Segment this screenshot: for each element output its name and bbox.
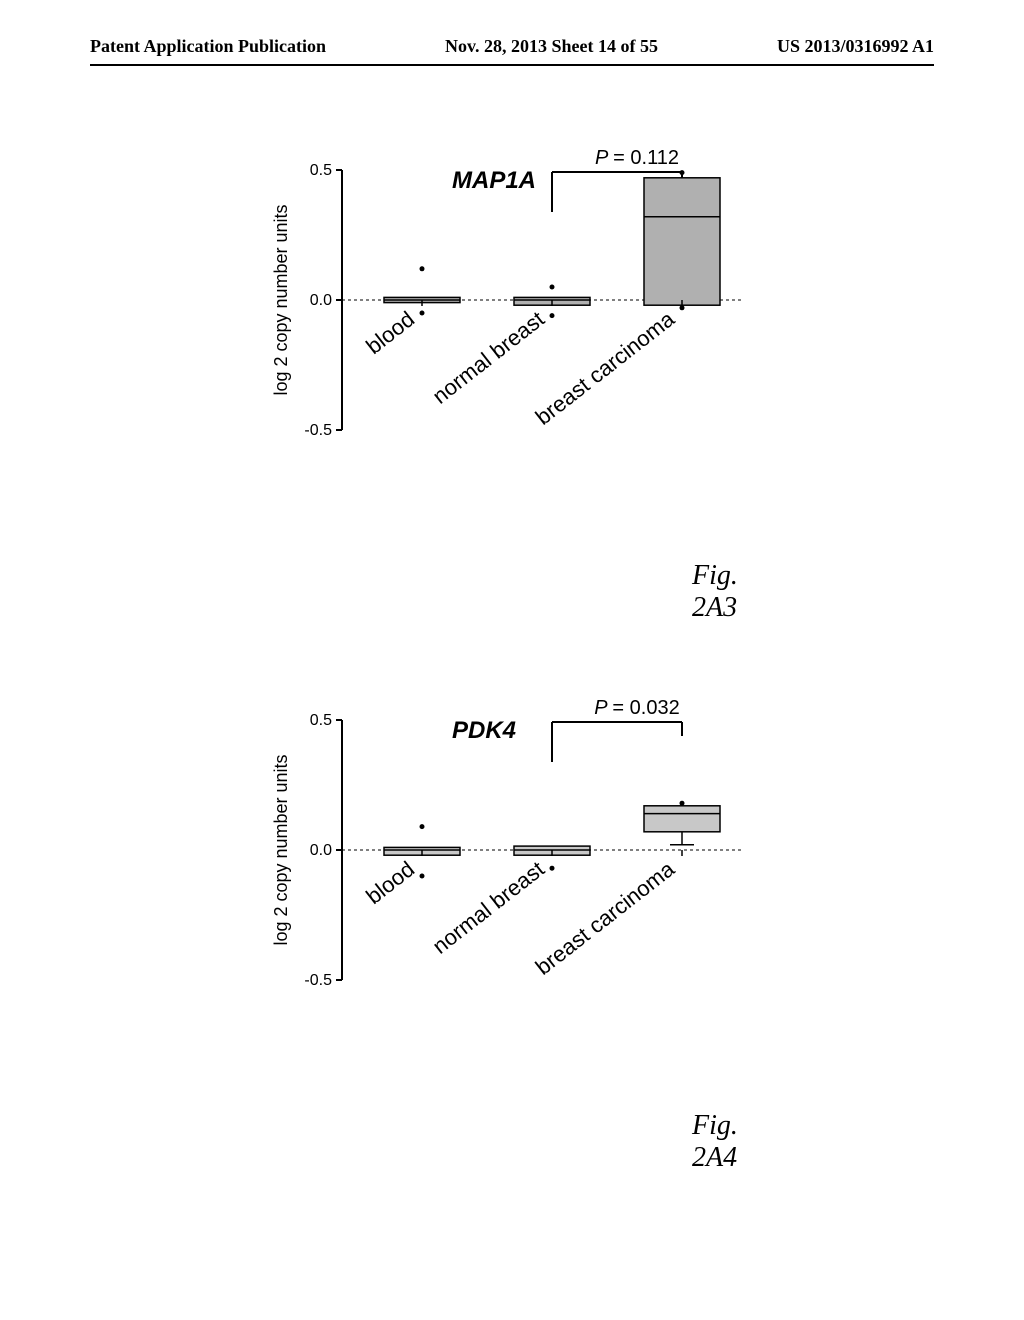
header-rule [90, 64, 934, 66]
page-header: Patent Application Publication Nov. 28, … [0, 36, 1024, 57]
svg-text:P = 0.032: P = 0.032 [594, 700, 679, 719]
svg-text:breast carcinoma: breast carcinoma [531, 856, 680, 980]
svg-text:0.0: 0.0 [310, 292, 332, 309]
figure-caption-2a3: Fig. 2A3 [692, 560, 772, 624]
svg-text:0.5: 0.5 [310, 712, 332, 729]
svg-text:blood: blood [361, 856, 419, 909]
header-center: Nov. 28, 2013 Sheet 14 of 55 [445, 36, 658, 57]
header-right: US 2013/0316992 A1 [777, 36, 934, 57]
boxplot-pdk4: 0.5 0.0 -0.5 log 2 copy number units PDK4 P =… [252, 700, 772, 1120]
header-left: Patent Application Publication [90, 36, 326, 57]
svg-text:normal breast: normal breast [428, 856, 549, 959]
svg-text:0.0: 0.0 [310, 842, 332, 859]
svg-text:-0.5: -0.5 [304, 422, 332, 439]
svg-text:breast carcinoma: breast carcinoma [531, 306, 680, 430]
svg-text:0.5: 0.5 [310, 162, 332, 179]
svg-text:PDK4: PDK4 [452, 717, 516, 744]
svg-text:log 2 copy number units: log 2 copy number units [271, 204, 291, 395]
chart-map1a: 0.5 0.0 -0.5 log 2 copy number units MAP1A P … [252, 150, 772, 570]
svg-text:blood: blood [361, 306, 419, 359]
svg-text:P = 0.112: P = 0.112 [595, 150, 679, 169]
svg-text:log 2 copy number units: log 2 copy number units [271, 754, 291, 945]
figure-caption-2a4: Fig. 2A4 [692, 1110, 772, 1174]
svg-text:normal breast: normal breast [428, 306, 549, 409]
svg-text:MAP1A: MAP1A [452, 167, 536, 194]
svg-text:-0.5: -0.5 [304, 972, 332, 989]
boxplot-map1a: 0.5 0.0 -0.5 log 2 copy number units MAP1A P … [252, 150, 772, 570]
chart-pdk4: 0.5 0.0 -0.5 log 2 copy number units PDK4 P =… [252, 700, 772, 1120]
